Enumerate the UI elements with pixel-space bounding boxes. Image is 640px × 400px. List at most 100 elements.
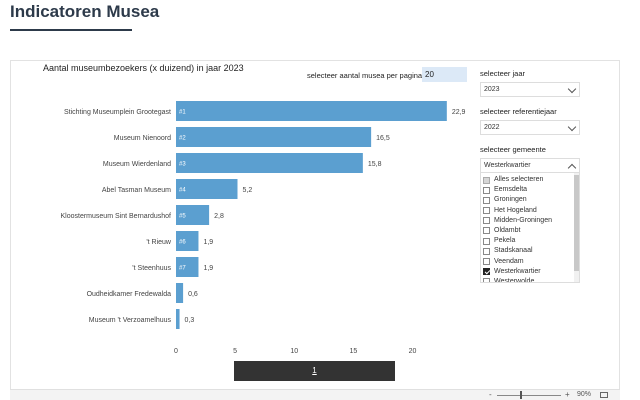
checkbox[interactable]: [483, 227, 490, 235]
gemeente-item-label: Alles selecteren: [494, 176, 544, 183]
category-label: Museum Wierdenland: [103, 161, 171, 168]
category-label: 't Rieuw: [146, 239, 172, 246]
filter-panel: selecteer jaar 2023 selecteer referentie…: [480, 69, 585, 283]
gemeente-list-item[interactable]: Westerkwartier: [481, 267, 579, 277]
data-label: 0,3: [185, 317, 195, 324]
x-tick-label: 20: [409, 348, 417, 355]
gemeente-filter-label: selecteer gemeente: [480, 145, 546, 154]
fit-to-page-icon[interactable]: [600, 392, 608, 398]
bar[interactable]: [176, 257, 199, 277]
list-scrollbar[interactable]: [574, 173, 579, 282]
checkbox[interactable]: [483, 258, 490, 265]
data-label: 5,2: [242, 187, 252, 194]
gemeente-list-item[interactable]: Westerwolde: [481, 277, 579, 282]
category-label: Abel Tasman Museum: [102, 187, 171, 194]
checkbox[interactable]: [483, 186, 490, 194]
bar[interactable]: [176, 127, 372, 147]
gemeente-select[interactable]: Westerkwartier: [480, 158, 580, 173]
x-tick-label: 0: [174, 348, 178, 355]
category-label: 't Steenhuus: [132, 265, 171, 272]
year-filter-label: selecteer jaar: [480, 69, 526, 78]
page-header: Indicatoren Musea: [10, 0, 630, 50]
checkbox[interactable]: [483, 237, 490, 245]
rank-label: #5: [179, 214, 186, 220]
gemeente-list-item[interactable]: Het Hogeland: [481, 206, 579, 216]
data-label: 2,8: [214, 213, 224, 220]
title-underline: [10, 29, 132, 31]
rank-label: #7: [179, 266, 186, 272]
gemeente-item-label: Pekela: [494, 237, 516, 245]
checkbox[interactable]: [483, 278, 490, 282]
year-select[interactable]: 2023: [480, 82, 580, 97]
gemeente-list[interactable]: Alles selecteren Eemsdelta Groningen Het Ho…: [480, 173, 580, 283]
checkbox[interactable]: [483, 268, 490, 276]
gemeente-list-item[interactable]: Oldambt: [481, 226, 579, 236]
gemeente-list-item[interactable]: Stadskanaal: [481, 246, 579, 256]
gemeente-list-item[interactable]: Veendam: [481, 257, 579, 267]
page-number-link[interactable]: 1: [312, 366, 317, 375]
pager-label: selecteer aantal musea per pagina: [307, 71, 423, 80]
data-label: 0,6: [188, 291, 198, 298]
data-label: 22,9: [452, 109, 466, 116]
page-title: Indicatoren Musea: [10, 2, 160, 21]
rank-label: #3: [179, 162, 186, 168]
gemeente-item-label: Stadskanaal: [494, 247, 533, 255]
category-label: Stichting Museumplein Grootegast: [64, 109, 171, 116]
gemeente-item-label: Groningen: [494, 196, 527, 204]
bar[interactable]: [176, 179, 238, 199]
gemeente-list-item[interactable]: Pekela: [481, 236, 579, 246]
bar[interactable]: [176, 153, 363, 173]
gemeente-list-item[interactable]: Groningen: [481, 195, 579, 205]
category-label: Oudheidkamer Fredewalda: [87, 291, 172, 298]
gemeente-list-item[interactable]: Eemsdelta: [481, 185, 579, 195]
checkbox[interactable]: [483, 217, 490, 225]
zoom-slider-handle[interactable]: [520, 391, 522, 399]
gemeente-list-item[interactable]: Midden-Groningen: [481, 216, 579, 226]
rank-label: #4: [179, 188, 186, 194]
bar[interactable]: [176, 283, 184, 303]
ref-year-select-value: 2022: [484, 124, 500, 131]
checkbox[interactable]: [483, 247, 490, 255]
checkbox[interactable]: [483, 176, 490, 184]
gemeente-item-label: Veendam: [494, 257, 524, 265]
x-tick-label: 10: [290, 348, 298, 355]
x-tick-label: 5: [233, 348, 237, 355]
category-label: Museum 't Verzoamelhuus: [89, 317, 172, 324]
gemeente-list-item[interactable]: Alles selecteren: [481, 175, 579, 185]
ref-year-filter-label: selecteer referentiejaar: [480, 107, 557, 116]
category-label: Kloostermuseum Sint Bernardushof: [61, 213, 172, 220]
gemeente-select-value: Westerkwartier: [484, 162, 531, 169]
chevron-down-icon: [567, 122, 577, 132]
musea-per-page-input[interactable]: [422, 67, 467, 82]
chart-title: Aantal museumbezoekers (x duizend) in ja…: [43, 63, 244, 73]
data-label: 15,8: [368, 161, 382, 168]
data-label: 1,9: [203, 265, 213, 272]
rank-label: #2: [179, 136, 186, 142]
bar[interactable]: [176, 205, 210, 225]
zoom-slider-track[interactable]: [497, 395, 561, 396]
zoom-in-button[interactable]: +: [565, 390, 570, 399]
footer-bar: - + 90%: [10, 389, 620, 400]
category-label: Museum Nienoord: [114, 135, 171, 142]
chevron-down-icon: [567, 84, 577, 94]
checkbox[interactable]: [483, 196, 490, 204]
year-select-value: 2023: [484, 86, 500, 93]
chevron-up-icon: [567, 163, 577, 173]
bar[interactable]: [176, 231, 199, 251]
bar[interactable]: [176, 309, 180, 329]
data-label: 1,9: [203, 239, 213, 246]
checkbox[interactable]: [483, 207, 490, 215]
bar[interactable]: [176, 101, 447, 121]
list-scrollbar-thumb[interactable]: [574, 175, 579, 271]
gemeente-item-label: Westerkwartier: [494, 267, 541, 275]
data-label: 16,5: [376, 135, 390, 142]
gemeente-item-label: Oldambt: [494, 226, 521, 234]
zoom-percentage: 90%: [577, 391, 592, 398]
pagination-bar[interactable]: 1: [234, 361, 395, 381]
gemeente-item-label: Het Hogeland: [494, 206, 537, 214]
report-frame: Aantal museumbezoekers (x duizend) in ja…: [10, 60, 620, 392]
gemeente-item-label: Eemsdelta: [494, 186, 528, 194]
zoom-out-button[interactable]: -: [489, 390, 492, 399]
x-tick-label: 15: [349, 348, 357, 355]
ref-year-select[interactable]: 2022: [480, 120, 580, 135]
